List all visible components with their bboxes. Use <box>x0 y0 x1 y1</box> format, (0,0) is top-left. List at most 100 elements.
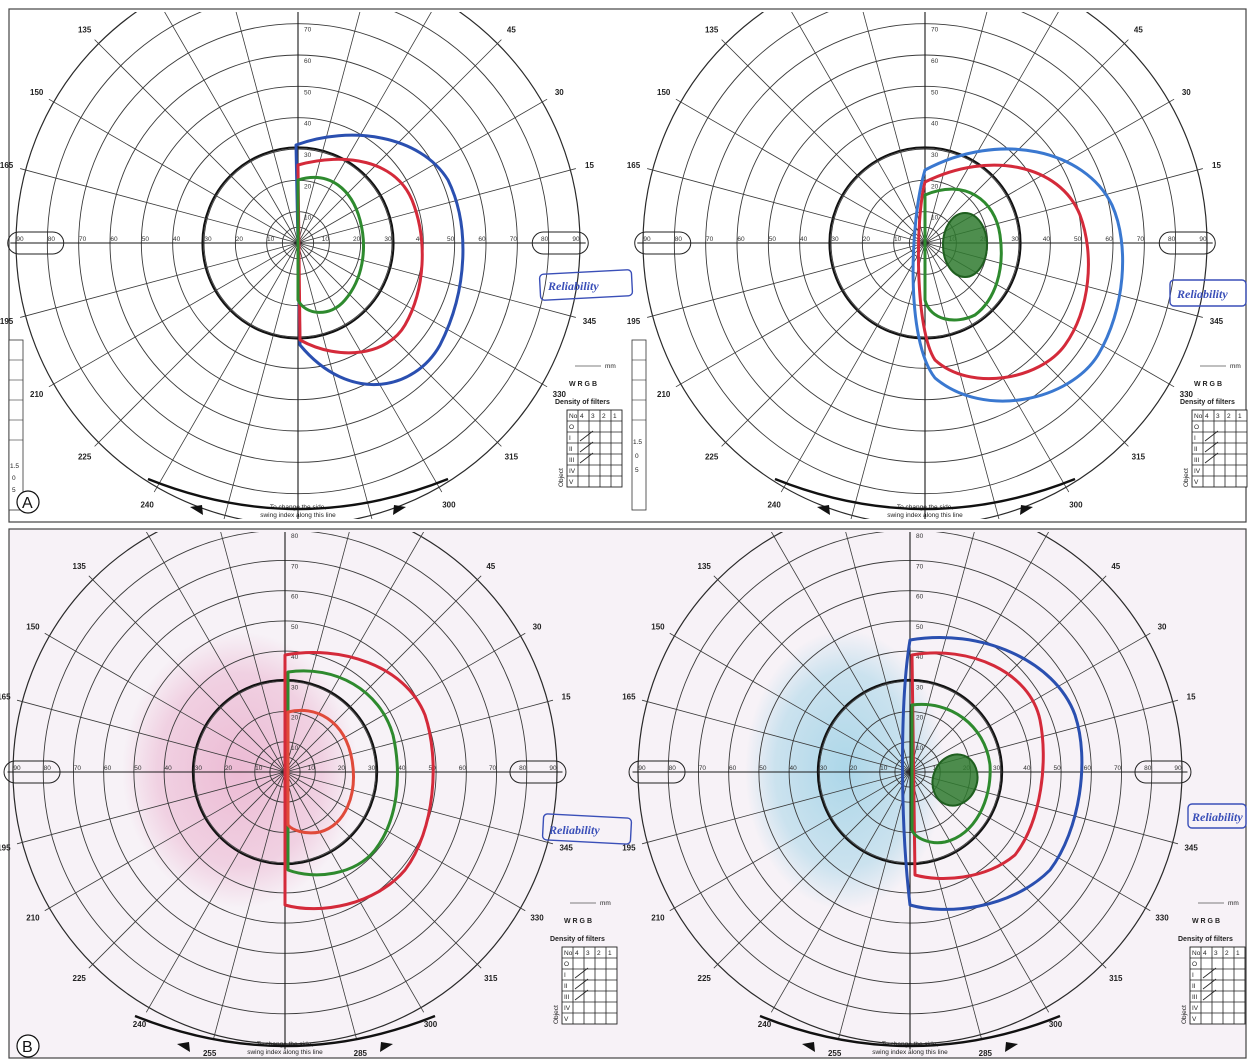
eccentricity-label: 50 <box>759 765 767 772</box>
eccentricity-label: 40 <box>916 654 924 661</box>
meridian-line <box>20 242 299 318</box>
meridian-label: 315 <box>1109 974 1123 983</box>
arrow-head-left <box>177 1042 190 1052</box>
meridian-line <box>44 632 286 773</box>
eccentricity-label: 90 <box>638 765 646 772</box>
central-scotoma-b-right <box>931 753 979 807</box>
object-row-label: II <box>569 446 573 453</box>
meridian-label: 30 <box>1158 622 1167 631</box>
meridian-label: 315 <box>484 974 498 983</box>
object-row-label: O <box>564 961 569 968</box>
isopter-color-swatch <box>1204 430 1219 442</box>
color-key: W R G B <box>569 381 597 388</box>
eccentricity-label: 90 <box>1199 236 1207 243</box>
meridian-label: 315 <box>505 452 519 461</box>
meridian-label: 300 <box>442 500 456 509</box>
meridian-label: 15 <box>585 161 594 170</box>
eccentricity-label: 80 <box>48 236 56 243</box>
meridian-line <box>220 532 286 773</box>
perimetry-chart-b-right: 9075604530153453303153002852702552402252… <box>622 532 1198 1058</box>
eccentricity-label: 40 <box>304 121 312 128</box>
meridian-line <box>641 699 911 773</box>
eccentricity-label: 70 <box>304 27 312 34</box>
isopter-color-swatch <box>574 967 589 979</box>
meridian-label: 45 <box>486 562 495 571</box>
arrow-head-right <box>393 505 406 515</box>
meridian-label: 45 <box>1134 26 1143 35</box>
isopter-color-swatch <box>574 989 589 1001</box>
object-row-label: III <box>1192 994 1198 1001</box>
meridian-label: 330 <box>1180 390 1194 399</box>
object-row-label: I <box>1194 435 1196 442</box>
object-label: Object <box>553 1005 560 1024</box>
object-label: Object <box>1183 468 1190 487</box>
mm-label: mm <box>1230 363 1241 370</box>
eccentricity-label: 70 <box>706 236 714 243</box>
meridian-label: 240 <box>758 1020 772 1029</box>
footer-instruction-line2: swing index along this line <box>247 1049 323 1056</box>
eccentricity-label: 90 <box>572 236 580 243</box>
eccentricity-label: 20 <box>225 765 233 772</box>
eccentricity-label: 60 <box>459 765 467 772</box>
footer-instruction-line1: To change the side, <box>270 504 327 511</box>
object-row-label: O <box>1192 961 1197 968</box>
object-label: Object <box>558 468 565 487</box>
eccentricity-label: 50 <box>931 89 939 96</box>
eccentricity-label: 70 <box>510 236 518 243</box>
eccentricity-label: 40 <box>291 654 299 661</box>
eccentricity-label: 50 <box>447 236 455 243</box>
isopter-green-b-right <box>910 702 992 845</box>
reliability-stamp-a-right: Reliability <box>1169 279 1247 307</box>
meridian-line <box>284 771 358 1041</box>
reliability-stamp-b-right: Reliability <box>1187 803 1247 829</box>
meridian-line <box>145 532 286 773</box>
eccentricity-label: 80 <box>1168 236 1176 243</box>
meridian-label: 285 <box>979 1049 993 1058</box>
eccentricity-label: 80 <box>291 533 299 540</box>
axis-end-box <box>628 760 686 784</box>
isopter-color-swatch <box>579 452 594 464</box>
meridian-line <box>862 12 926 244</box>
density-header-cell: 4 <box>1205 413 1209 420</box>
footer-instruction-line2: swing index along this line <box>887 512 963 519</box>
isopter-color-swatch <box>579 441 594 453</box>
object-row-label: II <box>564 983 568 990</box>
reliability-stamp-b-left: Reliability <box>541 813 633 845</box>
eccentricity-label: 20 <box>338 765 346 772</box>
eccentricity-label: 90 <box>13 765 21 772</box>
density-header-cell: 4 <box>580 413 584 420</box>
side-values-a-left: 1.5 0 5 <box>8 339 24 511</box>
eccentricity-label: 30 <box>384 236 392 243</box>
meridian-line <box>94 39 299 244</box>
eccentricity-label: 80 <box>1144 765 1152 772</box>
meridian-line <box>153 242 299 493</box>
object-row-label: I <box>564 972 566 979</box>
meridian-line <box>284 575 482 773</box>
density-header-cell: 1 <box>608 950 612 957</box>
density-of-filters-title: Density of filters <box>1180 399 1235 406</box>
meridian-label: 30 <box>555 88 564 97</box>
meridian-line <box>297 242 576 318</box>
isopter-color-swatch <box>1204 452 1219 464</box>
eccentricity-label: 60 <box>110 236 118 243</box>
meridian-line <box>713 771 911 969</box>
meridian-label: 345 <box>583 317 597 326</box>
eccentricity-label: 80 <box>304 0 312 2</box>
color-key: W R G B <box>1194 381 1222 388</box>
meridian-line <box>675 242 926 388</box>
meridian-line <box>284 532 350 773</box>
eccentricity-label: 80 <box>675 236 683 243</box>
object-row-label: IV <box>569 468 576 475</box>
object-row-label: O <box>569 424 574 431</box>
meridian-line <box>44 771 286 912</box>
meridian-line <box>721 242 926 447</box>
eccentricity-label: 10 <box>880 765 888 772</box>
eccentricity-label: 70 <box>699 765 707 772</box>
eccentricity-label: 20 <box>304 183 312 190</box>
density-header-cell: 2 <box>1225 950 1229 957</box>
meridian-line <box>235 12 299 244</box>
